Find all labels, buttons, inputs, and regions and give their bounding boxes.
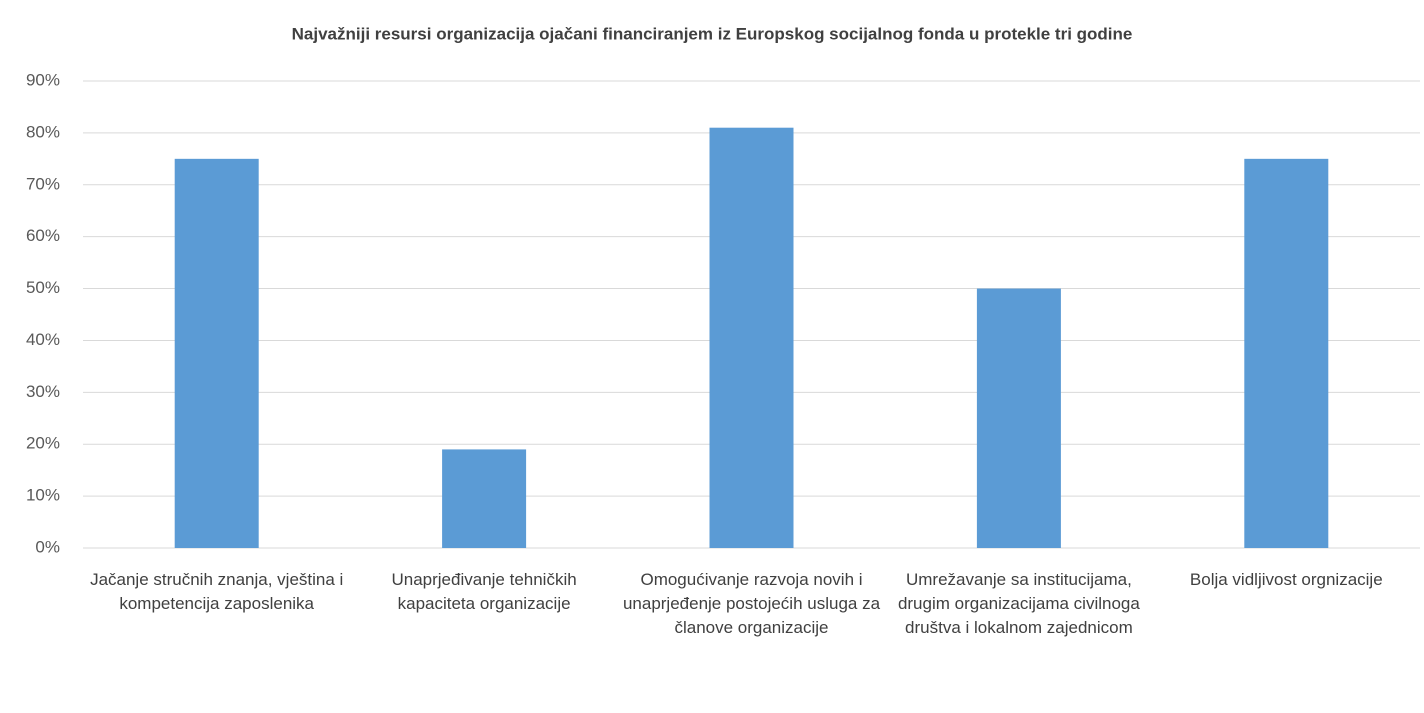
y-tick-label: 60% <box>26 226 60 245</box>
y-tick-label: 20% <box>26 434 60 453</box>
chart-title: Najvažniji resursi organizacija ojačani … <box>292 24 1133 43</box>
x-tick-label: Omogućivanje razvoja novih i unaprjeđenj… <box>622 570 881 637</box>
y-tick-label: 40% <box>26 330 60 349</box>
x-tick-label: Bolja vidljivost orgnizacije <box>1189 570 1383 589</box>
y-tick-label: 70% <box>26 174 60 193</box>
y-tick-label: 0% <box>35 537 60 556</box>
bar <box>976 288 1061 548</box>
x-tick-label: Jačanje stručnih znanja, vještina i komp… <box>90 570 344 613</box>
bar <box>174 158 259 549</box>
y-tick-label: 50% <box>26 278 60 297</box>
y-tick-label: 10% <box>26 486 60 505</box>
x-tick-label: Umrežavanje sa institucijama, drugim org… <box>897 570 1140 637</box>
y-tick-label: 30% <box>26 382 60 401</box>
y-tick-label: 90% <box>26 70 60 89</box>
bar <box>1244 158 1329 549</box>
y-tick-label: 80% <box>26 122 60 141</box>
bar <box>709 127 794 548</box>
bar <box>442 449 527 548</box>
x-tick-label: Unaprjeđivanje tehničkih kapaciteta orga… <box>391 570 577 613</box>
